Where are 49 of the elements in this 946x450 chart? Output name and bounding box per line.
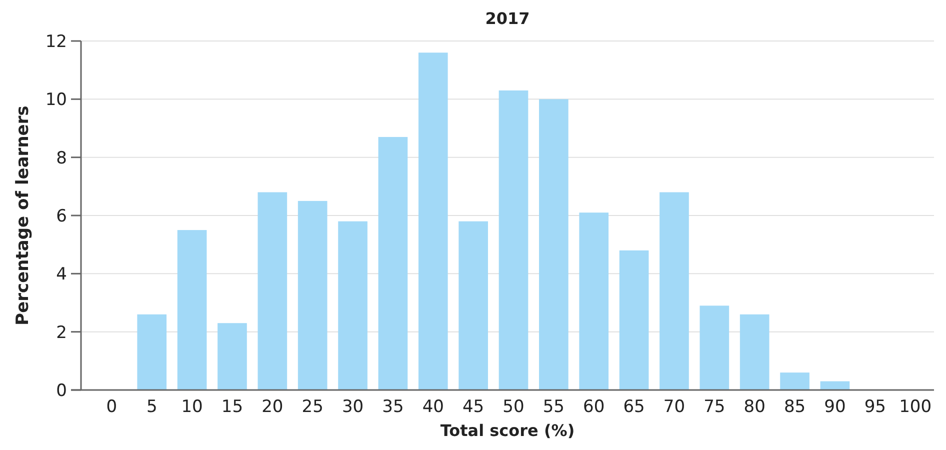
bar bbox=[137, 314, 167, 390]
bar bbox=[579, 212, 609, 390]
y-tick-label: 4 bbox=[56, 264, 67, 285]
x-tick-label: 100 bbox=[899, 397, 932, 417]
x-tick-label: 65 bbox=[623, 397, 645, 417]
bar bbox=[418, 52, 448, 390]
x-tick-label: 25 bbox=[302, 397, 324, 417]
bar bbox=[338, 221, 368, 390]
x-tick-label: 15 bbox=[221, 397, 244, 417]
x-tick-label: 0 bbox=[106, 397, 118, 417]
y-tick-label: 0 bbox=[56, 380, 67, 401]
bar bbox=[378, 136, 408, 390]
x-tick-label: 5 bbox=[146, 397, 158, 417]
bar bbox=[700, 306, 730, 390]
x-tick-label: 40 bbox=[422, 397, 444, 417]
x-tick-label: 85 bbox=[784, 397, 806, 417]
bar bbox=[780, 372, 810, 390]
chart-title: 2017 bbox=[485, 9, 530, 28]
x-tick-label: 30 bbox=[342, 397, 364, 417]
bar bbox=[660, 192, 689, 390]
x-tick-label: 55 bbox=[542, 397, 564, 417]
bar bbox=[740, 314, 770, 390]
y-tick-label: 2 bbox=[56, 322, 67, 343]
bar bbox=[458, 221, 488, 390]
x-tick-label: 70 bbox=[663, 397, 686, 417]
x-tick-label: 45 bbox=[462, 397, 484, 417]
x-tick-label: 35 bbox=[382, 397, 404, 417]
bar bbox=[218, 323, 247, 390]
x-tick-label: 10 bbox=[181, 397, 203, 417]
x-tick-label: 95 bbox=[864, 397, 886, 417]
bar bbox=[498, 90, 528, 390]
y-tick-label: 12 bbox=[45, 32, 67, 52]
x-tick-label: 60 bbox=[583, 397, 605, 417]
x-tick-label: 75 bbox=[704, 397, 726, 417]
x-tick-label: 20 bbox=[262, 397, 284, 417]
y-tick-label: 6 bbox=[56, 206, 67, 226]
y-axis-title: Percentage of learners bbox=[13, 106, 33, 326]
x-tick-label: 80 bbox=[744, 397, 766, 417]
x-axis-title: Total score (%) bbox=[440, 421, 575, 440]
x-tick-label: 90 bbox=[824, 397, 846, 417]
x-tick-label: 50 bbox=[502, 397, 524, 417]
y-tick-label: 8 bbox=[56, 148, 67, 168]
bar bbox=[298, 200, 328, 390]
bar bbox=[258, 192, 288, 390]
bar bbox=[539, 99, 568, 390]
bar bbox=[820, 381, 850, 390]
y-tick-label: 10 bbox=[45, 90, 67, 110]
bar bbox=[177, 230, 207, 390]
bar bbox=[619, 250, 649, 390]
